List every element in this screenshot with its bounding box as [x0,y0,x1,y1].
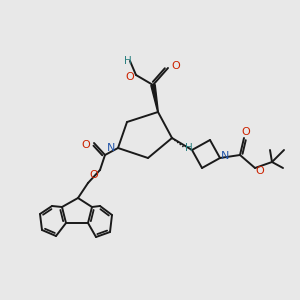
Text: N: N [221,151,229,161]
Text: O: O [242,127,250,137]
Text: O: O [82,140,90,150]
Text: O: O [256,166,264,176]
Polygon shape [151,85,158,112]
Text: N: N [107,143,115,153]
Text: H: H [185,143,193,153]
Text: O: O [90,170,98,180]
Text: O: O [172,61,180,71]
Text: O: O [126,72,134,82]
Text: H: H [124,56,132,66]
